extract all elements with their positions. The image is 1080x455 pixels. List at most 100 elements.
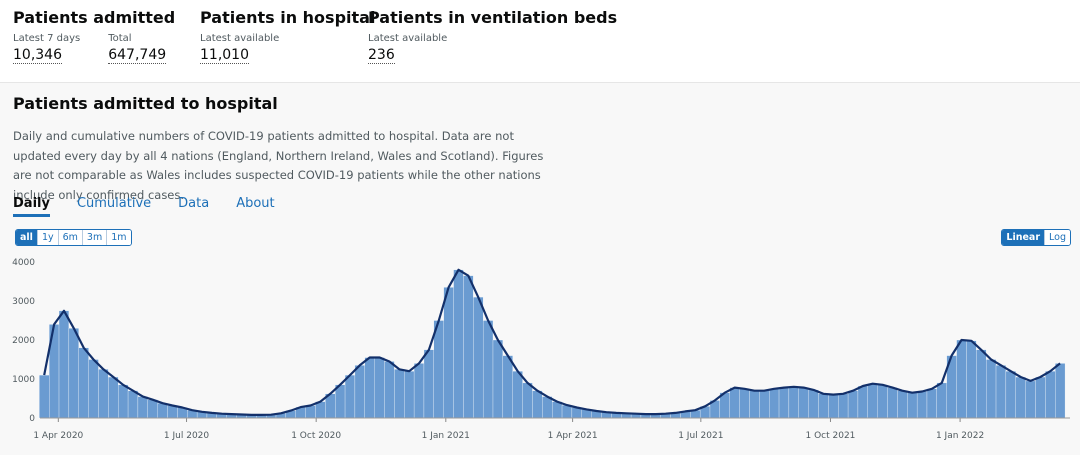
bar [926, 388, 937, 419]
stat-value[interactable]: 647,749 [108, 47, 167, 64]
headline-bar: Patients admitted Latest 7 days 10,346 To… [0, 0, 1080, 83]
scale-button[interactable]: Log [1045, 230, 1070, 245]
bar [907, 392, 918, 419]
bar [986, 359, 997, 419]
stat-value[interactable]: 236 [368, 47, 395, 64]
tab[interactable]: About [236, 196, 275, 211]
bar [798, 387, 809, 419]
bar [492, 339, 504, 419]
x-tick-label: 1 Jan 2021 [422, 431, 470, 441]
bar [788, 386, 799, 419]
range-button[interactable]: 3m [82, 230, 108, 245]
bar [463, 275, 474, 419]
range-buttons: all 1y 6m 3m 1m [15, 229, 132, 246]
bar [995, 365, 1007, 419]
bar [542, 396, 553, 419]
bar [482, 320, 494, 419]
bar [433, 320, 444, 419]
bar [778, 387, 790, 419]
bar [423, 349, 434, 419]
bar [147, 399, 158, 419]
bar [413, 363, 425, 419]
stat: Patients admitted Latest 7 days 10,346 To… [13, 8, 175, 64]
bar [443, 287, 454, 419]
average-line [43, 268, 1061, 416]
bar [404, 371, 415, 419]
bar [936, 382, 947, 419]
bar [1055, 363, 1066, 419]
stat-label: Latest 7 days [13, 33, 81, 44]
bar [828, 394, 839, 419]
bar [384, 361, 395, 419]
scale-buttons: Linear Log [1001, 229, 1071, 246]
bar [344, 374, 356, 419]
bar [502, 355, 513, 419]
bar [137, 396, 148, 419]
x-tick-label: 1 Oct 2021 [806, 431, 856, 441]
bar [857, 385, 868, 419]
section-title: Patients admitted to hospital [13, 94, 278, 113]
chart: 0 1000 2000 3000 4000 1 Apr 2020 1 Jul 2020 1 O… [12, 258, 1070, 441]
bar [98, 369, 109, 419]
bar [512, 371, 523, 419]
bar [808, 389, 819, 419]
description: Daily and cumulative numbers of COVID-19… [13, 129, 544, 202]
bar [749, 390, 760, 419]
stat-value[interactable]: 10,346 [13, 47, 62, 64]
bar [729, 387, 740, 419]
stat-label: Latest available [200, 33, 280, 44]
bar [167, 405, 178, 419]
bar [354, 365, 365, 419]
x-tick-label: 1 Apr 2020 [33, 431, 83, 441]
bar [364, 357, 375, 419]
bar [966, 340, 977, 419]
bar [818, 393, 829, 419]
bar [739, 388, 750, 419]
scale-button[interactable]: Linear [1002, 230, 1046, 245]
bar [522, 382, 533, 419]
stat-title: Patients admitted [13, 8, 176, 27]
range-button[interactable]: all [16, 230, 38, 245]
range-button[interactable]: 1m [107, 230, 131, 245]
range-button[interactable]: 1y [37, 230, 59, 245]
bar [68, 328, 79, 419]
y-tick-label: 0 [29, 414, 35, 424]
tab[interactable]: Daily [13, 196, 50, 217]
stat-label: Total [108, 33, 132, 44]
bar [1015, 376, 1026, 419]
bar [88, 359, 99, 419]
bar [453, 269, 464, 419]
bar [838, 393, 849, 419]
bar [305, 405, 316, 419]
stat-title: Patients in hospital [200, 8, 376, 27]
stat-title: Patients in ventilation beds [368, 8, 618, 27]
stat-value[interactable]: 11,010 [200, 47, 249, 64]
bar [532, 390, 543, 419]
bar [39, 374, 50, 419]
bar [769, 388, 780, 419]
range-button[interactable]: 6m [58, 230, 83, 245]
bar [1035, 376, 1046, 419]
bar [118, 384, 129, 419]
tab[interactable]: Data [178, 196, 210, 211]
bar [847, 390, 859, 419]
tab[interactable]: Cumulative [76, 196, 152, 211]
bar [759, 390, 770, 419]
bar [1045, 371, 1056, 419]
bar [867, 383, 878, 419]
bar [473, 296, 484, 419]
y-tick-label: 2000 [12, 336, 35, 346]
y-tick-label: 3000 [12, 297, 35, 307]
x-tick-label: 1 Jul 2021 [678, 431, 723, 441]
bar [127, 390, 139, 419]
bar [976, 349, 987, 419]
bar [157, 403, 168, 419]
x-tick-label: 1 Apr 2021 [548, 431, 598, 441]
bar [374, 357, 385, 419]
bar [916, 391, 928, 419]
x-tick-label: 1 Jul 2020 [164, 431, 209, 441]
bar [552, 401, 563, 419]
tabs: Daily Cumulative Data About [13, 196, 275, 217]
bar [1005, 371, 1016, 419]
